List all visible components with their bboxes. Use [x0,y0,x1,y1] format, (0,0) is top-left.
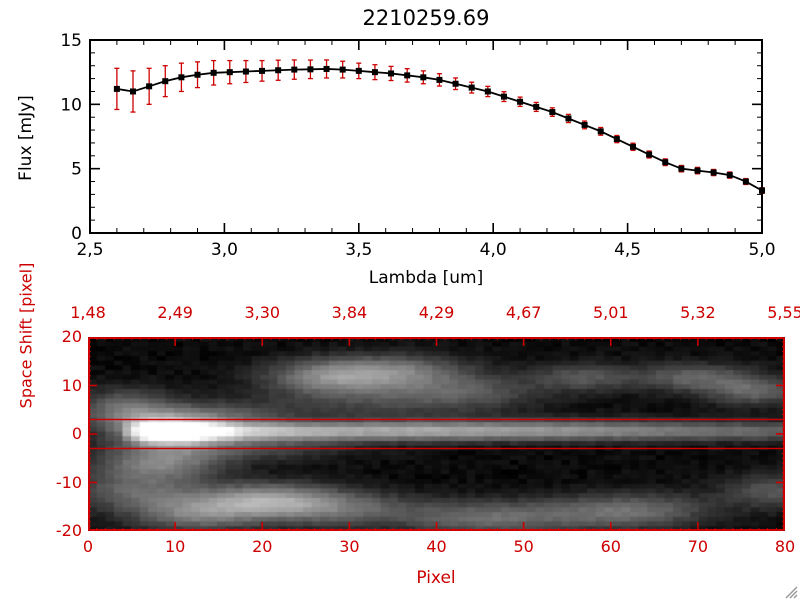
y-tick-label: 0 [71,224,82,244]
x-tick-label: 2,5 [76,240,103,260]
wavelength-tick-label: 5,32 [680,303,716,322]
x-tick-label: 3,5 [345,240,372,260]
x-tick-label: 5,0 [748,240,775,260]
wavelength-tick-label: 4,29 [418,303,455,322]
wavelength-tick-label: 3,84 [331,303,368,322]
space-shift-tick-label: 10 [61,375,82,395]
wavelength-tick-label: 5,01 [592,303,629,322]
pixel-tick-label: 50 [513,537,534,556]
pixel-tick-label: 20 [252,537,273,556]
spectral-image-canvas [88,337,785,531]
x-tick-label: 4,5 [614,240,641,260]
flux-spectrum-plot: 2,5 3,0 3,5 4,0 4,5 5,0 0 5 10 15 [60,31,775,260]
space-shift-tick-label: -20 [55,521,82,540]
space-shift-axis-label: Space Shift [pixel] [16,262,36,409]
x-tick-label: 3,0 [211,240,238,260]
wavelength-tick-label: 5,55 [767,303,800,322]
wavelength-tick-label: 2,49 [157,303,193,322]
image-axes-overlay [88,337,785,531]
y-tick-label: 15 [60,31,82,51]
resize-handle[interactable] [776,583,798,599]
space-shift-tick-label: -10 [55,472,82,492]
pixel-tick-label: 60 [600,537,621,556]
pixel-tick-label: 0 [82,537,94,556]
pixel-tick-label: 80 [774,537,796,556]
pixel-tick-label: 70 [687,537,709,556]
lambda-axis-label: Lambda [um] [368,268,484,288]
y-tick-label: 10 [60,95,82,115]
pixel-tick-label: 10 [164,537,186,556]
pixel-tick-label: 40 [426,537,447,556]
pixel-axis-label: Pixel [416,568,456,588]
wavelength-tick-label: 3,30 [244,303,281,322]
y-tick-label: 5 [71,160,82,180]
x-tick-label: 4,0 [480,240,507,260]
space-shift-tick-label: 20 [61,327,82,346]
chart-title: 2210259.69 [362,6,490,30]
pixel-tick-label: 30 [339,537,360,556]
wavelength-tick-label: 1,48 [70,303,106,322]
space-shift-tick-label: 0 [71,424,82,443]
wavelength-tick-label: 4,67 [505,303,542,322]
